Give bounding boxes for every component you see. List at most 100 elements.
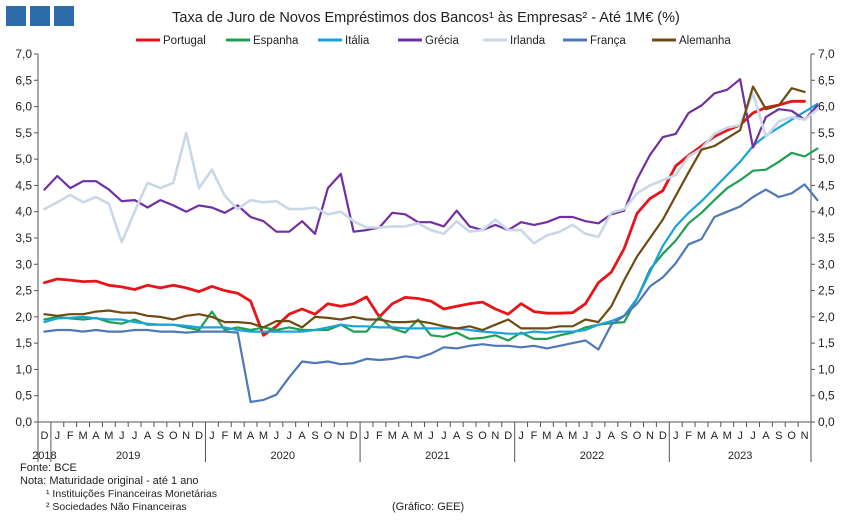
x-tick-label: A <box>762 430 770 442</box>
chart-title: Taxa de Juro de Novos Empréstimos dos Ba… <box>172 10 680 26</box>
y-tick-label-left: 0,0 <box>15 415 32 429</box>
x-tick-label: D <box>40 430 48 442</box>
x-tick-label: M <box>104 430 113 442</box>
legend-label: Portugal <box>163 35 206 47</box>
x-tick-label: N <box>646 430 654 442</box>
y-tick-label-right: 0,0 <box>818 415 835 429</box>
x-tick-label: M <box>413 430 422 442</box>
y-tick-label-right: 3,0 <box>818 257 835 271</box>
series-line-frança <box>43 183 819 404</box>
x-tick-label: M <box>388 430 397 442</box>
y-tick-label-right: 6,0 <box>818 100 835 114</box>
series-line-itália <box>43 102 819 335</box>
x-tick-label: M <box>542 430 551 442</box>
series-line-irlanda <box>43 92 819 245</box>
legend: Portugal Espanha Itália Grécia Irlanda França… <box>136 35 731 47</box>
y-tick-label-left: 1,5 <box>15 336 32 350</box>
x-tick-label: F <box>376 430 383 442</box>
x-tick-label: N <box>337 430 345 442</box>
x-tick-label: M <box>723 430 732 442</box>
y-tick-label-right: 2,5 <box>818 284 835 298</box>
y-tick-label-left: 6,0 <box>15 100 32 114</box>
y-tick-label-right: 4,0 <box>818 205 835 219</box>
x-tick-label: J <box>596 430 602 442</box>
legend-label: Irlanda <box>510 35 546 47</box>
year-label: 2019 <box>116 450 140 462</box>
footnote-1: ¹ Instituições Financeiras Monetárias <box>46 488 217 500</box>
x-tick-label: J <box>132 430 138 442</box>
y-tick-label-left: 2,5 <box>15 284 32 298</box>
x-tick-label: A <box>92 430 100 442</box>
y-tick-label-right: 7,0 <box>818 47 835 61</box>
y-tick-label-left: 6,5 <box>15 73 32 87</box>
x-tick-label: J <box>119 430 125 442</box>
chart-credit: (Gráfico: GEE) <box>392 501 465 513</box>
logo <box>6 6 74 26</box>
x-tick-label: J <box>55 430 61 442</box>
legend-label: França <box>590 35 626 47</box>
series-line-portugal <box>43 99 806 337</box>
x-tick-label: J <box>209 430 215 442</box>
source-note: Fonte: BCE <box>20 462 77 474</box>
x-tick-label: O <box>169 430 178 442</box>
logo-square-2 <box>30 6 50 26</box>
x-tick-label: J <box>274 430 280 442</box>
x-tick-label: S <box>621 430 628 442</box>
y-tick-label-left: 5,5 <box>15 126 32 140</box>
x-tick-label: O <box>787 430 796 442</box>
x-tick-label: M <box>568 430 577 442</box>
x-tick-label: J <box>518 430 524 442</box>
y-tick-label-left: 3,5 <box>15 231 32 245</box>
x-tick-label: N <box>182 430 190 442</box>
x-tick-label: M <box>697 430 706 442</box>
x-tick-label: M <box>233 430 242 442</box>
legend-label: Alemanha <box>679 35 731 47</box>
x-tick-label: A <box>298 430 306 442</box>
x-tick-label: J <box>750 430 756 442</box>
x-tick-label: M <box>79 430 88 442</box>
x-tick-label: N <box>801 430 809 442</box>
x-tick-label: J <box>737 430 743 442</box>
x-tick-label: D <box>195 430 203 442</box>
y-tick-label-right: 4,5 <box>818 178 835 192</box>
x-tick-label: J <box>441 430 447 442</box>
x-tick-label: D <box>350 430 358 442</box>
x-tick-label: A <box>144 430 152 442</box>
plot-area <box>43 78 819 404</box>
series-line-alemanha <box>43 85 806 332</box>
x-tick-label: D <box>504 430 512 442</box>
x-tick-label: F <box>531 430 538 442</box>
x-tick-label: F <box>67 430 74 442</box>
legend-label: Itália <box>345 35 370 47</box>
y-tick-label-left: 0,5 <box>15 389 32 403</box>
x-tick-label: F <box>685 430 692 442</box>
x-tick-label: A <box>453 430 461 442</box>
x-tick-label: S <box>311 430 318 442</box>
x-tick-label: A <box>608 430 616 442</box>
y-tick-label-right: 2,0 <box>818 310 835 324</box>
x-tick-label: F <box>221 430 228 442</box>
logo-square-1 <box>6 6 26 26</box>
year-label: 2022 <box>580 450 604 462</box>
x-tick-label: S <box>466 430 473 442</box>
y-tick-label-right: 6,5 <box>818 73 835 87</box>
x-tick-label: S <box>157 430 164 442</box>
year-label: 2020 <box>271 450 295 462</box>
y-tick-label-left: 7,0 <box>15 47 32 61</box>
x-tick-label: O <box>324 430 333 442</box>
year-label: 2023 <box>728 450 752 462</box>
y-tick-label-left: 3,0 <box>15 257 32 271</box>
y-tick-label-left: 5,0 <box>15 152 32 166</box>
logo-square-3 <box>54 6 74 26</box>
legend-label: Grécia <box>425 35 459 47</box>
x-tick-label: N <box>491 430 499 442</box>
series-line-grécia <box>43 78 819 235</box>
y-tick-label-right: 1,5 <box>818 336 835 350</box>
x-tick-label: J <box>364 430 370 442</box>
footnote-2: ² Sociedades Não Financeiras <box>46 501 187 513</box>
x-tick-label: A <box>556 430 564 442</box>
year-label: 2018 <box>32 450 56 462</box>
x-tick-label: J <box>286 430 292 442</box>
y-tick-label-left: 1,0 <box>15 362 32 376</box>
